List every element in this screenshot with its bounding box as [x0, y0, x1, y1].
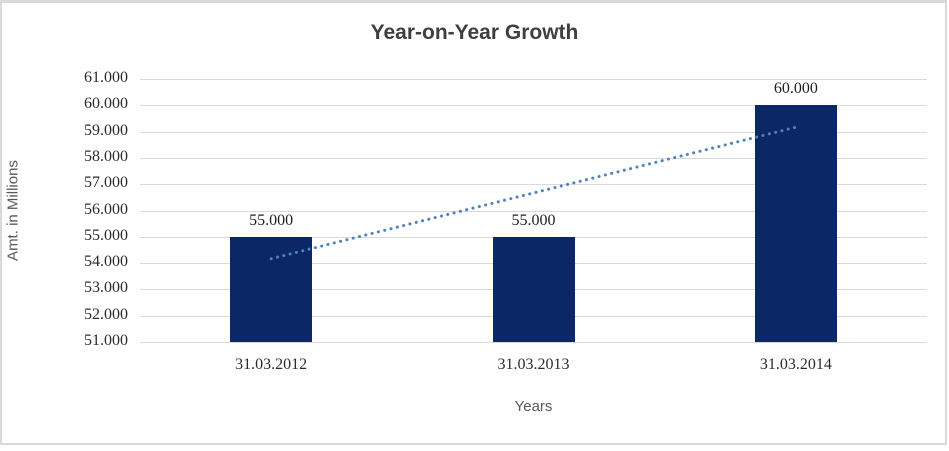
- x-tick-label: 31.03.2012: [235, 356, 308, 373]
- y-axis-title: Amt. in Millions: [4, 160, 22, 261]
- plot-area: 55.000 55.000 60.000: [140, 79, 927, 343]
- x-axis-title: Years: [514, 398, 553, 415]
- y-tick-label: 51.000: [84, 332, 128, 349]
- data-label: 60.000: [773, 80, 818, 98]
- gridline: [140, 131, 927, 133]
- bar-31.03.2013: [492, 236, 575, 342]
- y-tick-label: 59.000: [84, 121, 128, 139]
- y-tick-label: 57.000: [84, 174, 128, 192]
- bar-31.03.2012: [230, 236, 313, 342]
- data-label: 55.000: [249, 211, 294, 229]
- y-tick-label: 56.000: [84, 200, 128, 218]
- trendline: [269, 125, 798, 261]
- chart-title: Year-on-Year Growth: [370, 21, 579, 44]
- gridline: [140, 157, 927, 159]
- y-tick-label: 58.000: [84, 147, 128, 165]
- x-tick-label: 31.03.2014: [759, 356, 832, 373]
- data-label: 55.000: [511, 211, 556, 229]
- x-tick-label: 31.03.2013: [497, 356, 570, 373]
- y-tick-label: 52.000: [84, 305, 128, 323]
- trendline-path: [269, 125, 798, 261]
- gridline: [140, 342, 927, 343]
- bar-31.03.2014: [754, 105, 837, 342]
- y-tick-label: 61.000: [84, 69, 128, 86]
- gridline: [140, 105, 927, 107]
- gridline: [140, 210, 927, 212]
- gridline: [140, 184, 927, 186]
- y-tick-label: 53.000: [84, 279, 128, 297]
- y-tick-label: 60.000: [84, 95, 128, 113]
- y-tick-label: 54.000: [84, 253, 128, 271]
- y-tick-label: 55.000: [84, 226, 128, 244]
- gridline: [140, 79, 927, 80]
